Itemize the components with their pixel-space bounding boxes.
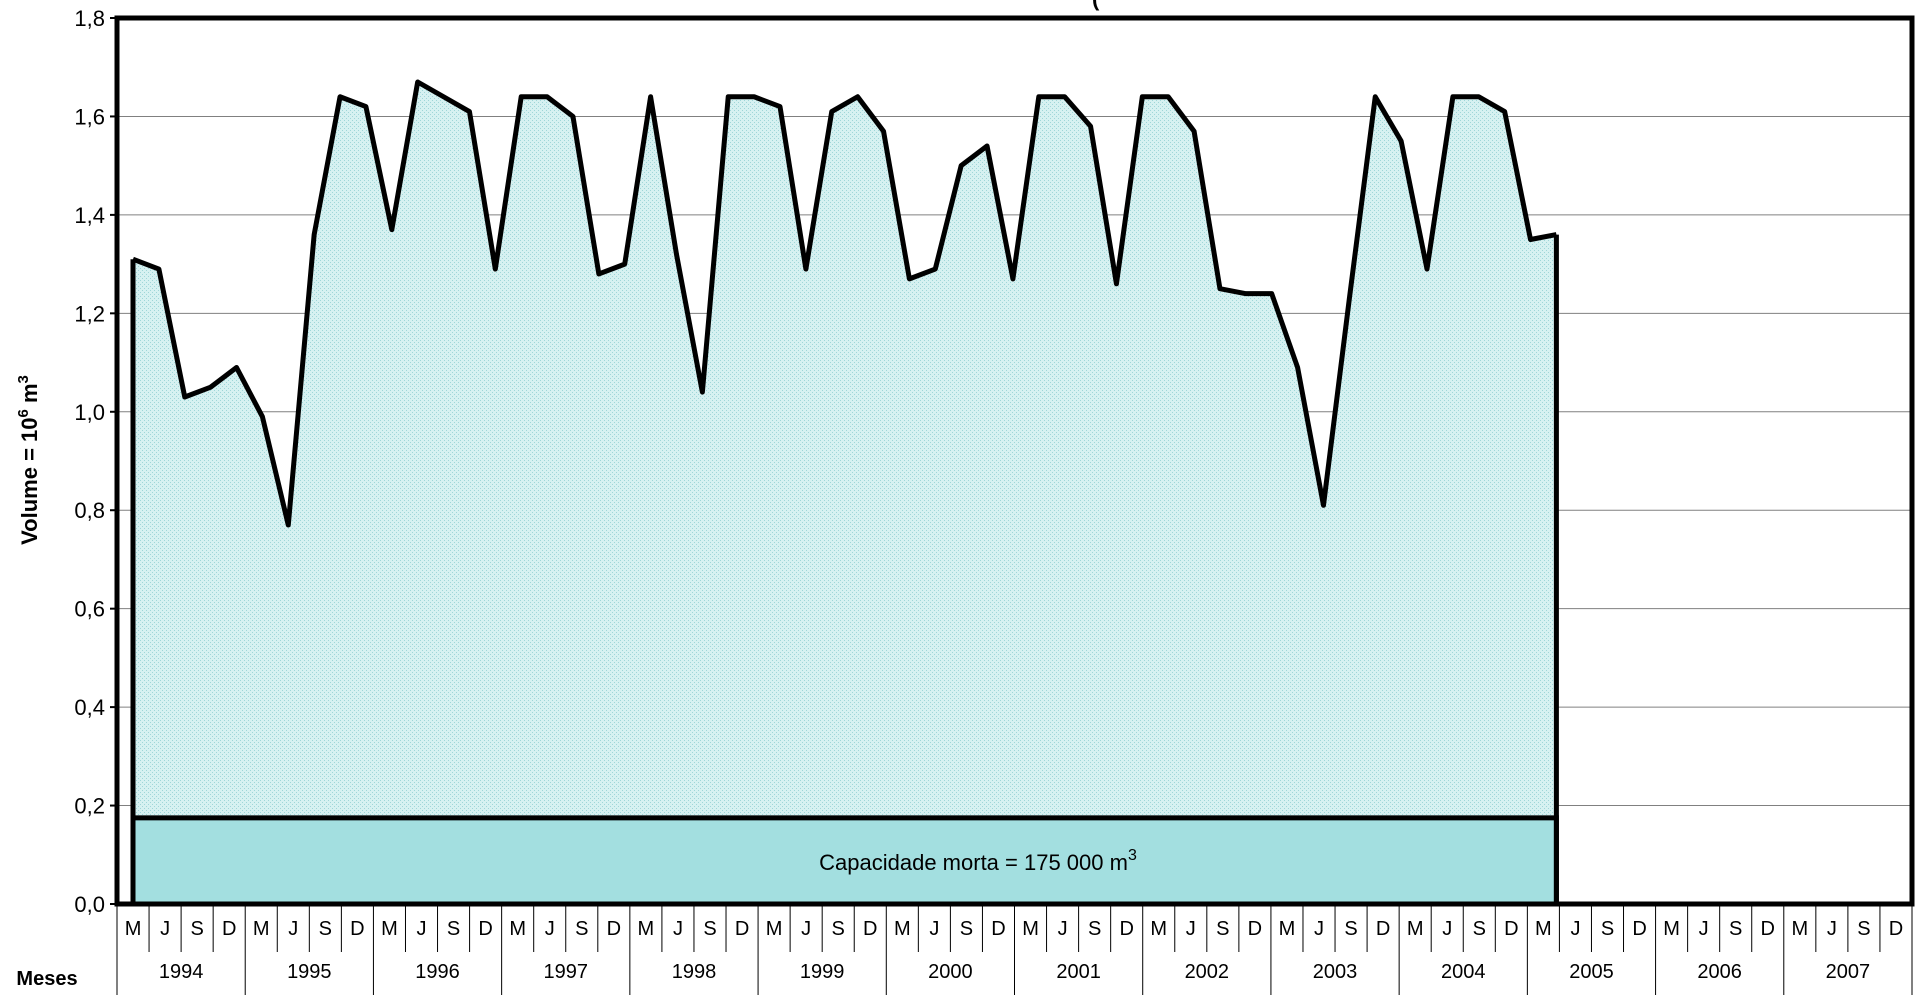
month-label: D [991, 918, 1005, 940]
month-label: S [575, 918, 588, 940]
year-label: 1999 [800, 961, 845, 983]
volume-area [133, 81, 1557, 904]
month-label: S [960, 918, 973, 940]
year-label: 1996 [415, 961, 460, 983]
month-label: M [253, 918, 270, 940]
year-label: 1995 [287, 961, 332, 983]
month-label: J [417, 918, 427, 940]
month-label: D [350, 918, 364, 940]
month-label: D [1376, 918, 1390, 940]
year-label: 2001 [1056, 961, 1101, 983]
month-label: M [1663, 918, 1680, 940]
month-label: S [1473, 918, 1486, 940]
year-label: 2007 [1826, 961, 1871, 983]
chart-title: ( [1092, 0, 1100, 11]
month-label: D [1119, 918, 1133, 940]
month-label: J [801, 918, 811, 940]
month-label: J [929, 918, 939, 940]
y-tick-label: 0,0 [74, 892, 105, 917]
month-label: S [1216, 918, 1229, 940]
month-label: D [1889, 918, 1903, 940]
month-label: J [160, 918, 170, 940]
month-label: M [638, 918, 655, 940]
y-tick-label: 1,8 [74, 6, 105, 31]
y-tick-label: 0,6 [74, 597, 105, 622]
month-label: D [1504, 918, 1518, 940]
month-label: M [1279, 918, 1296, 940]
month-label: D [1632, 918, 1646, 940]
month-label: M [1791, 918, 1808, 940]
year-label: 2002 [1185, 961, 1230, 983]
month-label: S [1857, 918, 1870, 940]
month-label: M [894, 918, 911, 940]
month-label: S [1088, 918, 1101, 940]
month-label: S [1601, 918, 1614, 940]
y-axis-label: Volume = 106 m3 [15, 375, 42, 545]
month-label: J [1699, 918, 1709, 940]
month-label: D [222, 918, 236, 940]
month-label: D [1248, 918, 1262, 940]
month-label: M [509, 918, 526, 940]
month-label: J [1570, 918, 1580, 940]
year-label: 1994 [159, 961, 204, 983]
y-tick-label: 1,2 [74, 301, 105, 326]
month-label: J [1827, 918, 1837, 940]
dead-capacity-label: Capacidade morta = 175 000 m3 [819, 847, 1137, 875]
month-label: D [735, 918, 749, 940]
month-label: M [381, 918, 398, 940]
month-label: S [319, 918, 332, 940]
month-label: S [447, 918, 460, 940]
year-label: 1998 [672, 961, 717, 983]
month-label: S [832, 918, 845, 940]
x-row-label: Meses [16, 968, 77, 990]
year-label: 2003 [1313, 961, 1358, 983]
month-label: M [1407, 918, 1424, 940]
month-label: J [1058, 918, 1068, 940]
y-tick-label: 1,0 [74, 400, 105, 425]
month-label: S [190, 918, 203, 940]
month-label: J [545, 918, 555, 940]
month-label: M [766, 918, 783, 940]
area-layer [133, 81, 1557, 904]
month-label: D [607, 918, 621, 940]
year-label: 1997 [544, 961, 589, 983]
month-label: M [1022, 918, 1039, 940]
year-label: 2006 [1697, 961, 1742, 983]
month-label: J [288, 918, 298, 940]
month-label: D [863, 918, 877, 940]
month-label: D [1761, 918, 1775, 940]
month-label: M [1535, 918, 1552, 940]
month-label: J [673, 918, 683, 940]
y-tick-label: 0,8 [74, 498, 105, 523]
month-label: M [125, 918, 142, 940]
month-label: M [1150, 918, 1167, 940]
month-label: J [1442, 918, 1452, 940]
month-label: D [478, 918, 492, 940]
year-label: 2004 [1441, 961, 1486, 983]
volume-line [132, 79, 1557, 528]
month-label: J [1186, 918, 1196, 940]
year-label: 2000 [928, 961, 973, 983]
y-tick-label: 1,6 [74, 104, 105, 129]
month-label: J [1314, 918, 1324, 940]
y-tick-label: 0,4 [74, 695, 105, 720]
month-label: S [1729, 918, 1742, 940]
month-label: S [703, 918, 716, 940]
y-tick-labels: 0,0 0,2 0,4 0,6 0,8 1,0 1,2 1,4 1,6 1,8 [74, 6, 117, 917]
y-tick-label: 1,4 [74, 203, 105, 228]
y-tick-label: 0,2 [74, 794, 105, 819]
month-label: S [1344, 918, 1357, 940]
year-label: 2005 [1569, 961, 1614, 983]
